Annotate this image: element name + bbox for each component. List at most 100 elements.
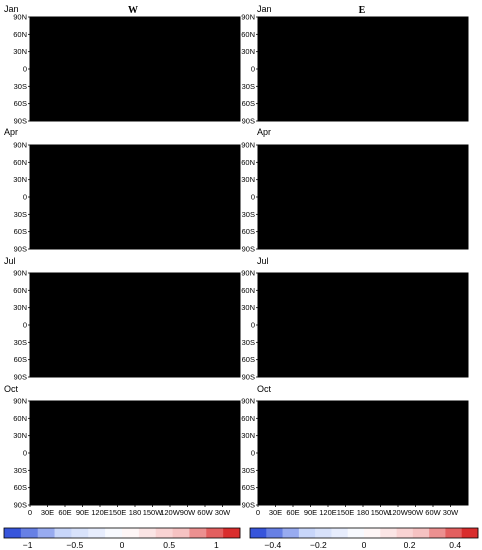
lat-tick-label: 90S bbox=[242, 501, 255, 510]
lon-tick-label: 120E bbox=[319, 508, 337, 517]
lat-tick-label: 60S bbox=[242, 355, 255, 364]
lon-tick-label: 150W bbox=[371, 508, 392, 517]
month-label-oct-e: Oct bbox=[257, 384, 272, 394]
axis-ticks: 90N 60N 30N 0 30S 60S 90S 90N 60N 30N 0 30S 60S 90S 90… bbox=[13, 13, 459, 518]
month-label-apr-w: Apr bbox=[4, 127, 18, 137]
lat-tick-label: 30S bbox=[14, 338, 27, 347]
colorbar-swatch bbox=[412, 528, 430, 538]
lat-tick-label: 90N bbox=[241, 141, 255, 150]
colorbar-swatch bbox=[71, 528, 89, 538]
lat-tick-label: 30S bbox=[14, 210, 27, 219]
colorbar-swatch bbox=[172, 528, 190, 538]
colorbar-swatch bbox=[20, 528, 39, 538]
colorbar-swatch bbox=[331, 528, 349, 538]
lon-tick-label: 60E bbox=[286, 508, 299, 517]
month-label-jan-w: Jan bbox=[4, 4, 19, 14]
colorbar-swatch bbox=[347, 528, 365, 538]
lat-tick-label: 60N bbox=[241, 414, 255, 423]
colorbar-tick-label: 0.2 bbox=[404, 540, 416, 550]
map-panels bbox=[29, 16, 469, 506]
colorbar-tick-label: 0 bbox=[362, 540, 367, 550]
lon-tick-label: 60W bbox=[425, 508, 441, 517]
lat-tick-label: 90N bbox=[13, 141, 27, 150]
lat-tick-label: 30N bbox=[241, 431, 255, 440]
map-panel-oct-w bbox=[29, 400, 241, 506]
lon-tick-label: 120W bbox=[160, 508, 181, 517]
lon-tick-label: 120E bbox=[91, 508, 109, 517]
colorbar-swatch bbox=[429, 528, 446, 538]
lat-tick-label: 30N bbox=[13, 47, 27, 56]
colorbar-swatch bbox=[88, 528, 106, 538]
lat-tick-label: 30S bbox=[14, 466, 27, 475]
coastline bbox=[258, 149, 468, 249]
colorbar-swatch bbox=[155, 528, 173, 538]
lon-tick-label: 150E bbox=[337, 508, 355, 517]
lon-tick-label: 90E bbox=[304, 508, 317, 517]
lat-tick-label: 90S bbox=[14, 501, 27, 510]
colorbar-frame bbox=[249, 527, 479, 539]
lon-tick-label: 90W bbox=[408, 508, 424, 517]
coastline bbox=[30, 405, 240, 505]
lat-tick-label: 30N bbox=[13, 175, 27, 184]
lon-tick-label: 90W bbox=[180, 508, 196, 517]
colorbar-tick-label: 1 bbox=[214, 540, 219, 550]
lat-tick-label: 0 bbox=[23, 193, 27, 202]
colorbar-swatch bbox=[364, 528, 381, 538]
map-panel-jan-w bbox=[29, 16, 241, 122]
colorbar-swatch bbox=[315, 528, 332, 538]
lat-tick-label: 90N bbox=[13, 397, 27, 406]
lat-tick-label: 90S bbox=[242, 117, 255, 126]
lat-tick-label: 60N bbox=[13, 286, 27, 295]
lat-tick-label: 30N bbox=[13, 303, 27, 312]
colorbar-swatch bbox=[250, 528, 267, 538]
colorbar-swatch bbox=[445, 528, 463, 538]
coastline bbox=[258, 405, 468, 505]
lon-tick-label: 30E bbox=[269, 508, 282, 517]
lat-tick-label: 30N bbox=[241, 303, 255, 312]
colorbar-swatch bbox=[282, 528, 300, 538]
colorbar-swatch bbox=[380, 528, 397, 538]
lat-tick-label: 60S bbox=[14, 355, 27, 364]
colorbar-swatch bbox=[396, 528, 414, 538]
lon-tick-label: 90E bbox=[76, 508, 89, 517]
lat-tick-label: 60N bbox=[13, 414, 27, 423]
map-panel-apr-e bbox=[257, 144, 469, 250]
lat-tick-label: 90N bbox=[13, 269, 27, 278]
colorbar-tick-label: 0.4 bbox=[449, 540, 461, 550]
lon-tick-label: 30W bbox=[443, 508, 459, 517]
colorbar-tick-label: 0.5 bbox=[163, 540, 175, 550]
column-title-w: W bbox=[128, 5, 138, 16]
lat-tick-label: 60S bbox=[14, 227, 27, 236]
lon-tick-label: 30E bbox=[41, 508, 54, 517]
map-panel-oct-e bbox=[257, 400, 469, 506]
coastline bbox=[258, 21, 468, 121]
lat-tick-label: 90N bbox=[13, 13, 27, 22]
lon-tick-label: 120W bbox=[388, 508, 409, 517]
colorbar-swatch bbox=[223, 528, 241, 538]
lat-tick-label: 0 bbox=[23, 65, 27, 74]
lat-tick-label: 30N bbox=[241, 47, 255, 56]
lat-tick-label: 0 bbox=[251, 65, 255, 74]
lat-tick-label: 90S bbox=[14, 117, 27, 126]
lat-tick-label: 90S bbox=[14, 245, 27, 254]
month-label-jul-e: Jul bbox=[257, 256, 269, 266]
colorbar-w: −1 −0.5 0 0.5 1 bbox=[3, 527, 241, 550]
colorbar-tick-label: −0.5 bbox=[66, 540, 83, 550]
lon-tick-label: 150E bbox=[109, 508, 127, 517]
lat-tick-label: 90N bbox=[241, 397, 255, 406]
lat-tick-label: 60N bbox=[241, 158, 255, 167]
lat-tick-label: 60N bbox=[13, 158, 27, 167]
lon-tick-label: 0 bbox=[256, 508, 260, 517]
lat-tick-label: 0 bbox=[251, 321, 255, 330]
map-panel-jul-w bbox=[29, 272, 241, 378]
lat-tick-label: 0 bbox=[23, 321, 27, 330]
colorbar-swatch bbox=[189, 528, 207, 538]
lat-tick-label: 90S bbox=[242, 245, 255, 254]
lat-tick-label: 90S bbox=[14, 373, 27, 382]
lat-tick-label: 30S bbox=[242, 82, 255, 91]
colorbar-tick-label: 0 bbox=[120, 540, 125, 550]
lat-tick-label: 30N bbox=[241, 175, 255, 184]
lat-tick-label: 60N bbox=[241, 286, 255, 295]
month-label-apr-e: Apr bbox=[257, 127, 271, 137]
lat-tick-label: 60N bbox=[241, 30, 255, 39]
